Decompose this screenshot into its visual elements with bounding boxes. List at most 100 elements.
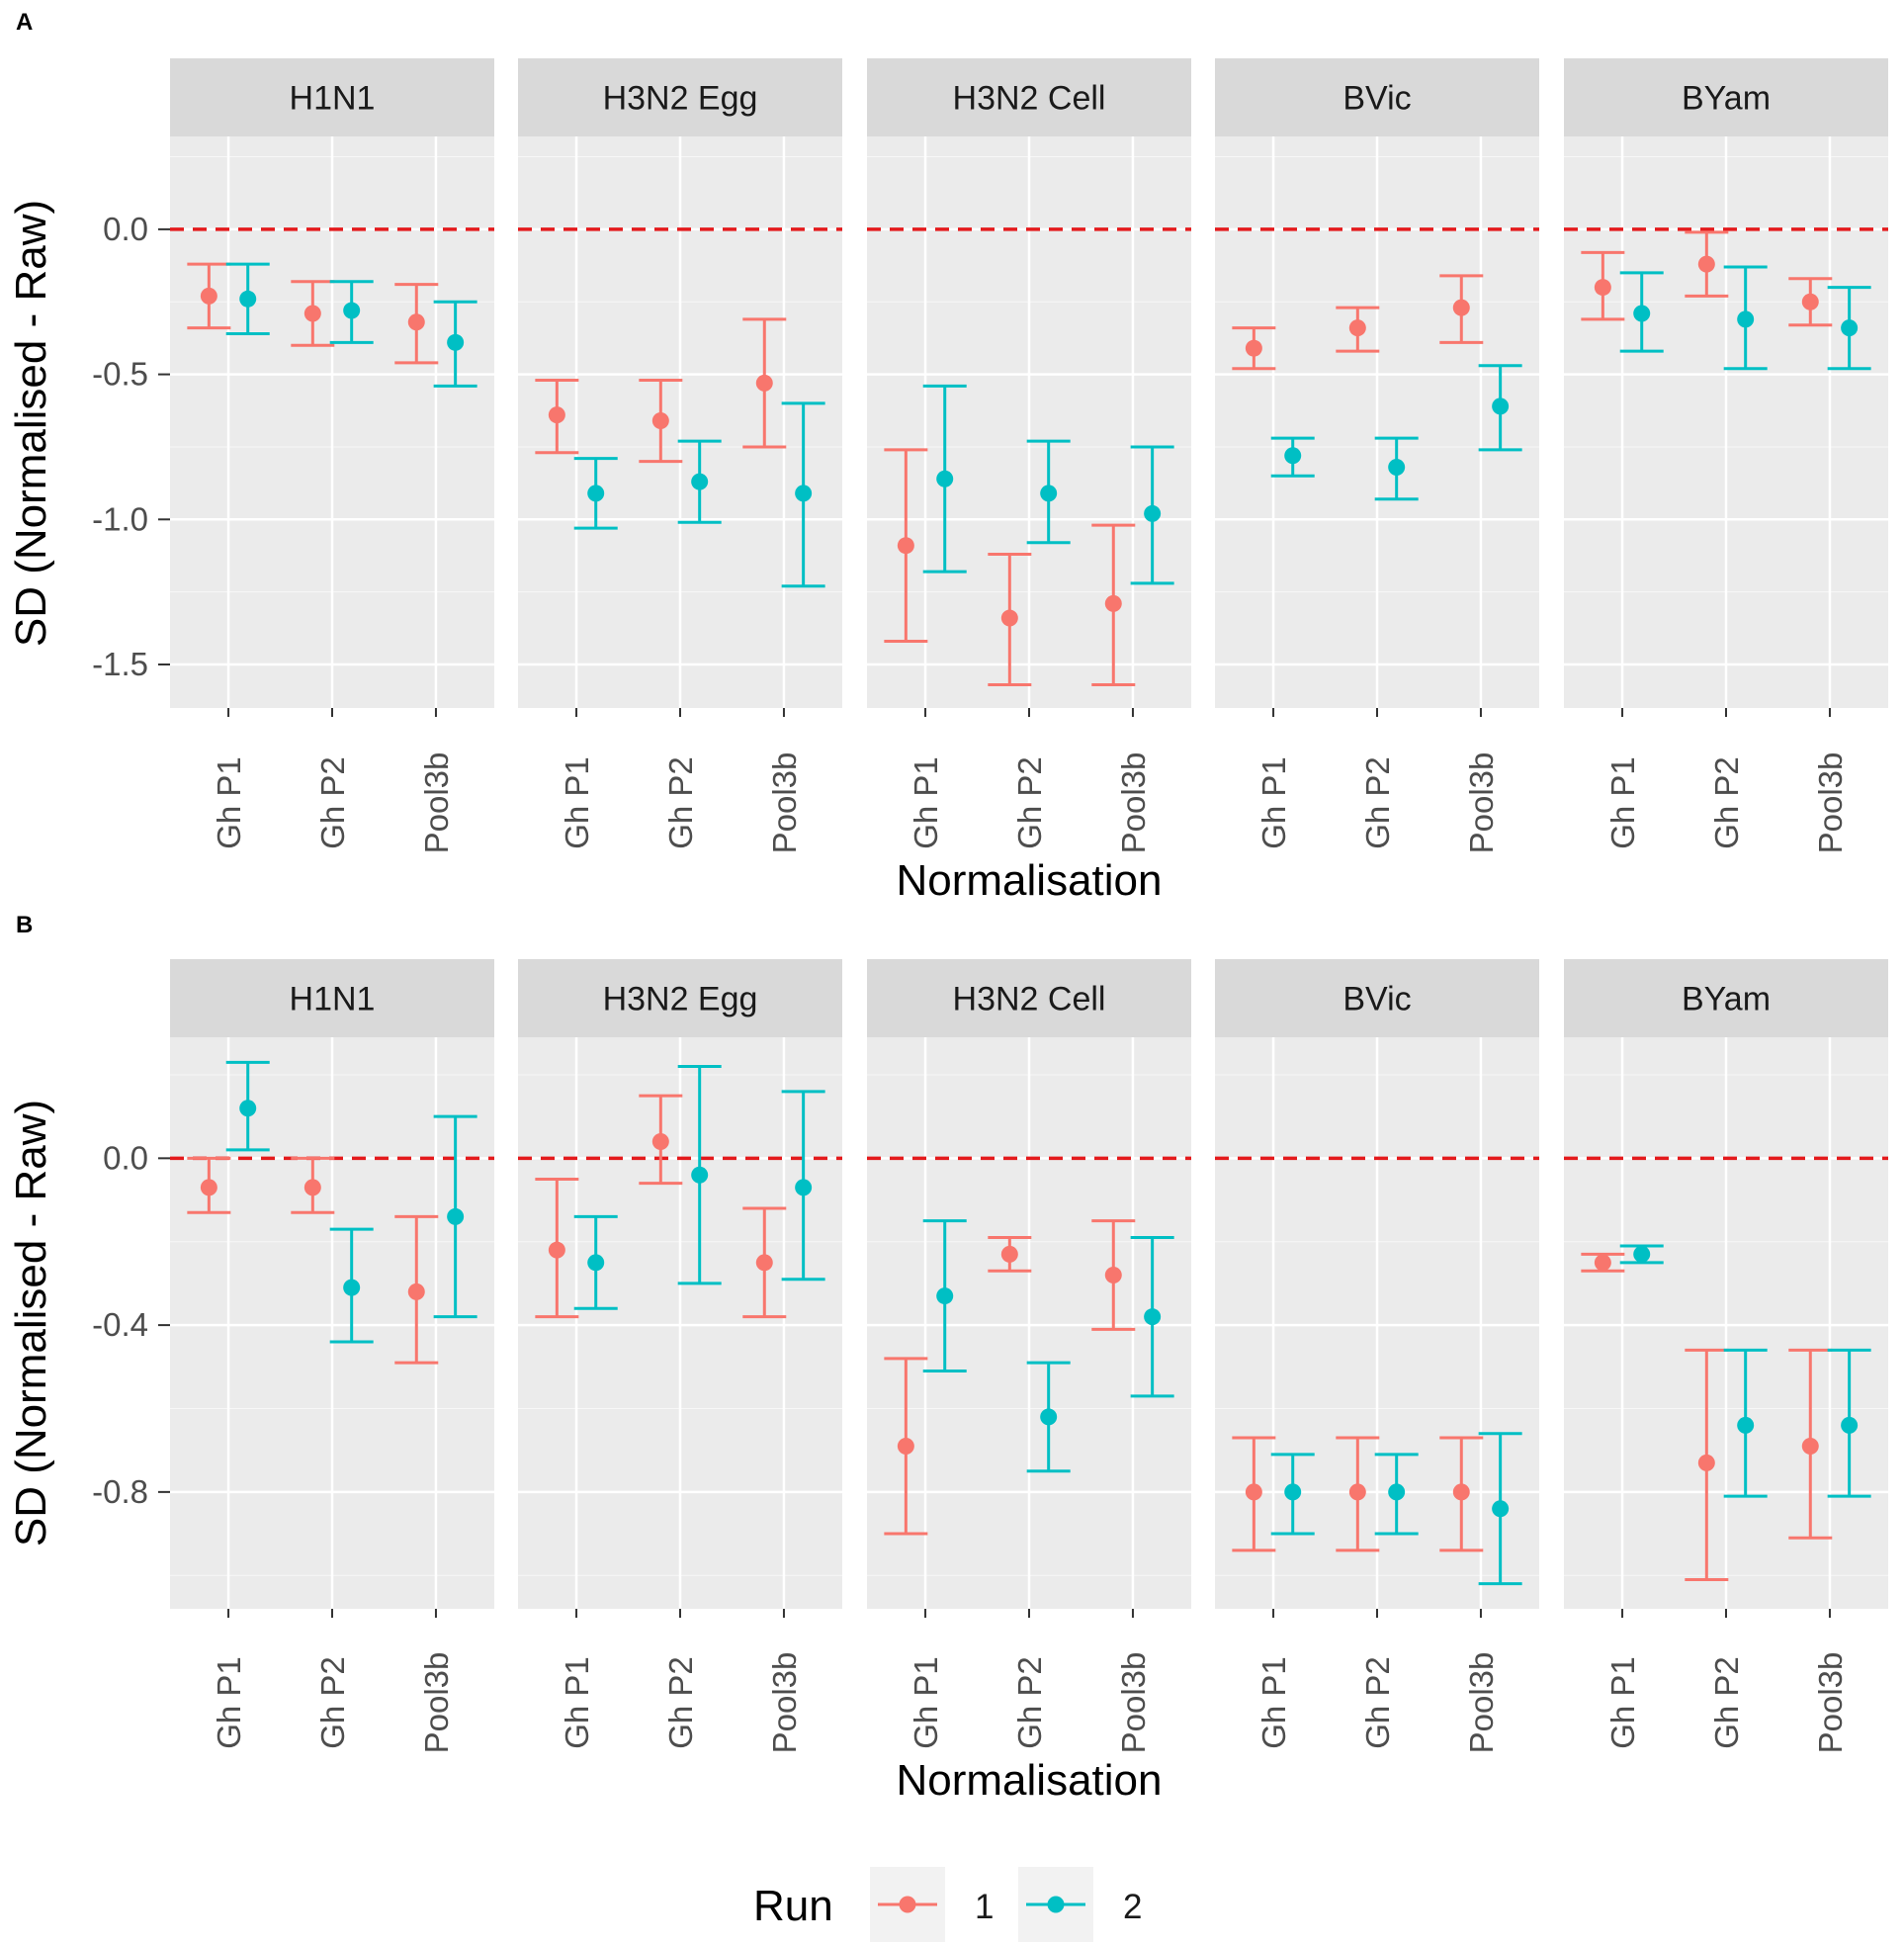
errorbar-run1: [988, 552, 1032, 687]
facet-byam: BYam Gh P1 Gh P2 Pool3b: [1564, 959, 1888, 1753]
errorbar-run1: [1788, 1348, 1833, 1540]
mean-point: [1594, 279, 1611, 297]
errorbar-run2: [1374, 436, 1419, 501]
errorbar-run1: [1581, 250, 1625, 321]
errorbar-run2: [225, 262, 270, 336]
facet-strip-label: H1N1: [290, 80, 376, 118]
mean-point: [239, 290, 257, 308]
errorbar-run1: [187, 1156, 231, 1214]
mean-point: [548, 1241, 565, 1259]
panel-a: A 0.0 -0.5 -1.0 -1.5 SD (Normalised - Raw) H1N…: [7, 9, 1888, 905]
facet-h1n1: H1N1 Gh P1 Gh P2 Pool3b: [170, 959, 494, 1753]
errorbar-run1: [535, 1177, 579, 1319]
mean-point: [1284, 447, 1302, 465]
mean-point: [1388, 1483, 1406, 1501]
mean-point: [1348, 1483, 1366, 1501]
x-tick-label: Pool3b: [766, 1652, 803, 1754]
facet-strip: [1215, 58, 1539, 136]
errorbar-run1: [394, 283, 439, 365]
mean-point: [200, 1179, 217, 1196]
x-tick-label: Gh P1: [908, 756, 944, 849]
errorbar-run1: [535, 378, 579, 455]
errorbar-run2: [433, 300, 477, 388]
x-tick-label: Gh P2: [662, 756, 699, 849]
mean-point: [651, 1132, 669, 1150]
mean-point: [1040, 485, 1058, 502]
y-axis-title: SD (Normalised - Raw): [7, 200, 55, 647]
y-tick-label: -1.0: [92, 500, 148, 537]
mean-point: [691, 473, 709, 490]
legend-entry-run1: 1: [870, 1867, 994, 1942]
legend-title: Run: [753, 1882, 833, 1930]
facet-strip-label: H3N2 Egg: [603, 80, 758, 118]
errorbar-run1: [187, 262, 231, 330]
mean-point: [1633, 305, 1651, 322]
x-tick-label: Pool3b: [418, 1652, 455, 1754]
mean-point: [447, 333, 465, 351]
facet-h3n2-cell: H3N2 Cell Gh P1 Gh P2 Pool3b: [867, 58, 1191, 853]
facet-strip-label: BYam: [1682, 981, 1771, 1018]
mean-point: [1697, 255, 1715, 273]
x-tick-label: Gh P2: [662, 1656, 699, 1749]
errorbar-run1: [1336, 1436, 1380, 1552]
mean-point: [1104, 594, 1122, 612]
x-tick-label: Gh P2: [1359, 1656, 1396, 1749]
mean-point: [897, 537, 914, 555]
facet-strip-label: H1N1: [290, 981, 376, 1018]
errorbar-run2: [1723, 1348, 1768, 1498]
mean-point: [755, 374, 773, 392]
errorbar-run1: [1439, 274, 1484, 344]
facet-strip: [1564, 959, 1888, 1037]
errorbar-run2: [677, 439, 722, 524]
mean-point: [587, 485, 605, 502]
x-tick-label: Gh P1: [559, 1656, 595, 1749]
mean-point: [407, 1283, 425, 1300]
errorbar-run2: [1827, 1348, 1871, 1498]
x-tick-label: Gh P1: [1255, 756, 1292, 849]
mean-point: [1737, 1416, 1755, 1434]
mean-point: [1284, 1483, 1302, 1501]
x-tick-label: Gh P2: [1708, 1656, 1745, 1749]
errorbar-run1: [988, 1236, 1032, 1273]
mean-point: [936, 470, 954, 487]
mean-point: [1000, 609, 1018, 627]
mean-point: [897, 1437, 914, 1455]
errorbar-run2: [1026, 439, 1071, 545]
mean-point: [548, 406, 565, 424]
facet-strip-label: BVic: [1342, 80, 1411, 118]
errorbar-run1: [1232, 1436, 1276, 1552]
errorbar-run2: [573, 1214, 618, 1310]
errorbar-run1: [291, 1156, 335, 1214]
mean-point: [691, 1166, 709, 1184]
mean-point: [303, 1179, 321, 1196]
errorbar-run2: [1619, 1244, 1664, 1265]
facet-strip: [170, 58, 494, 136]
errorbar-run2: [329, 1227, 374, 1344]
mean-point: [343, 1279, 361, 1296]
mean-point: [1245, 1483, 1262, 1501]
mean-point: [1452, 299, 1470, 316]
x-tick-label: Pool3b: [1812, 752, 1849, 854]
facet-strip: [170, 959, 494, 1037]
mean-point: [1841, 319, 1859, 337]
legend-entry-run2: 2: [1018, 1867, 1142, 1942]
y-tick-label: -0.4: [92, 1306, 148, 1343]
mean-point: [1388, 458, 1406, 476]
facet-strip-label: BVic: [1342, 981, 1411, 1018]
errorbar-run2: [1026, 1361, 1071, 1473]
x-tick-label: Gh P2: [1011, 1656, 1048, 1749]
x-tick-label: Gh P1: [1255, 1656, 1292, 1749]
facet-byam: BYam Gh P1 Gh P2 Pool3b: [1564, 58, 1888, 853]
x-axis-title: Normalisation: [897, 856, 1163, 905]
mean-point: [303, 305, 321, 322]
errorbar-run2: [225, 1060, 270, 1152]
facet-strip-label: H3N2 Cell: [953, 80, 1106, 118]
errorbar-run1: [1685, 1348, 1729, 1581]
errorbar-run1: [742, 317, 787, 449]
facet-strip-label: BYam: [1682, 80, 1771, 118]
errorbar-run2: [1270, 1453, 1315, 1536]
legend: Run 1 2: [753, 1867, 1142, 1942]
facet-h1n1: H1N1 Gh P1 Gh P2 Pool3b: [170, 58, 494, 853]
mean-point: [795, 485, 813, 502]
mean-point: [1104, 1266, 1122, 1283]
